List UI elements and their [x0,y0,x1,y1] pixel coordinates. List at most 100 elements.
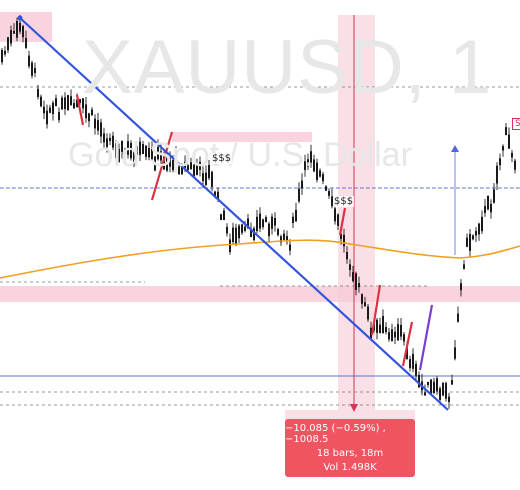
candle-body [19,22,21,32]
candle-body [184,161,186,169]
candle-body [202,173,204,182]
liquidity-label-right: $$$ [333,196,355,207]
candle-body [34,68,36,74]
candle-body [325,186,327,191]
candle-body [409,359,411,369]
candle-body [301,180,303,189]
candle-body [226,226,228,234]
candle-body [397,324,399,341]
candle-body [496,165,498,184]
candle-body [505,127,507,136]
candle-body [169,154,171,167]
candle-body [193,164,195,177]
candle-body [286,236,288,241]
impulse-segment-5 [418,304,434,371]
measure-bars-time: 18 bars, 18m [316,448,384,459]
candle-body [403,334,405,342]
candle-body [295,209,297,222]
candle-body [106,138,108,147]
edge-price-tag: S [512,118,520,130]
candle-body [130,142,132,159]
candle-body [118,148,120,163]
trendline-anchor-start [17,15,23,21]
candle-body [379,324,381,333]
candle-body [67,95,69,111]
candle-body [148,148,150,158]
candle-body [160,151,162,161]
candle-body [22,25,24,38]
candle-body [343,234,345,247]
candle-body [472,235,474,240]
impulse-segment-2 [338,207,347,236]
candle-body [247,218,249,229]
candle-body [388,332,390,340]
candle-body [508,134,510,149]
candle-body [256,216,258,231]
candle-body [253,228,255,241]
candle-body [478,223,480,235]
candle-body [457,313,459,322]
candle-body [463,264,465,269]
candle-body [31,62,33,76]
candle-body [166,155,168,171]
candle-body [97,120,99,131]
candle-body [460,283,462,291]
candle-body [427,381,429,385]
candle-body [139,141,141,155]
candle-body [217,191,219,199]
candle-body [475,231,477,236]
candle-body [271,216,273,229]
candle-body [181,165,183,175]
candle-body [94,118,96,129]
candle-body [46,110,48,125]
candle-body [487,195,489,210]
impulse-segment-4 [401,321,414,367]
descending-trendline [19,17,449,411]
candle-body [157,146,159,160]
candle-body [502,146,504,151]
candle-body [277,229,279,236]
candle-body [37,88,39,98]
candle-body [190,162,192,170]
candle-body [244,226,246,231]
candle-body [70,96,72,106]
candle-body [391,329,393,342]
candle-body [514,160,516,170]
candle-body [334,208,336,222]
candle-body [385,326,387,333]
candle-body [220,214,222,220]
candle-body [490,203,492,213]
candle-body [223,210,225,221]
candle-body [124,149,126,154]
candle-body [103,133,105,143]
candle-body [340,233,342,239]
candle-body [142,144,144,154]
candle-body [376,319,378,333]
candle-body [259,213,261,229]
candle-body [328,191,330,196]
candle-body [268,223,270,237]
candle-body [109,137,111,141]
candle-body [82,98,84,109]
supply-zone-mid [172,132,312,142]
candle-body [418,374,420,388]
candle-body [451,380,453,385]
candle-body [310,151,312,163]
candle-body [262,219,264,227]
candle-body [400,324,402,337]
candle-body [370,327,372,339]
candle-body [175,153,177,160]
candle-body [214,191,216,197]
candle-body [493,189,495,203]
candle-body [64,97,66,110]
candle-body [208,165,210,179]
candle-body [88,113,90,122]
measure-volume: Vol 1.498K [323,462,377,473]
candle-body [232,227,234,242]
candle-body [91,109,93,116]
candle-body [364,302,366,307]
candle-body [265,217,267,223]
range-arrow [451,145,459,152]
